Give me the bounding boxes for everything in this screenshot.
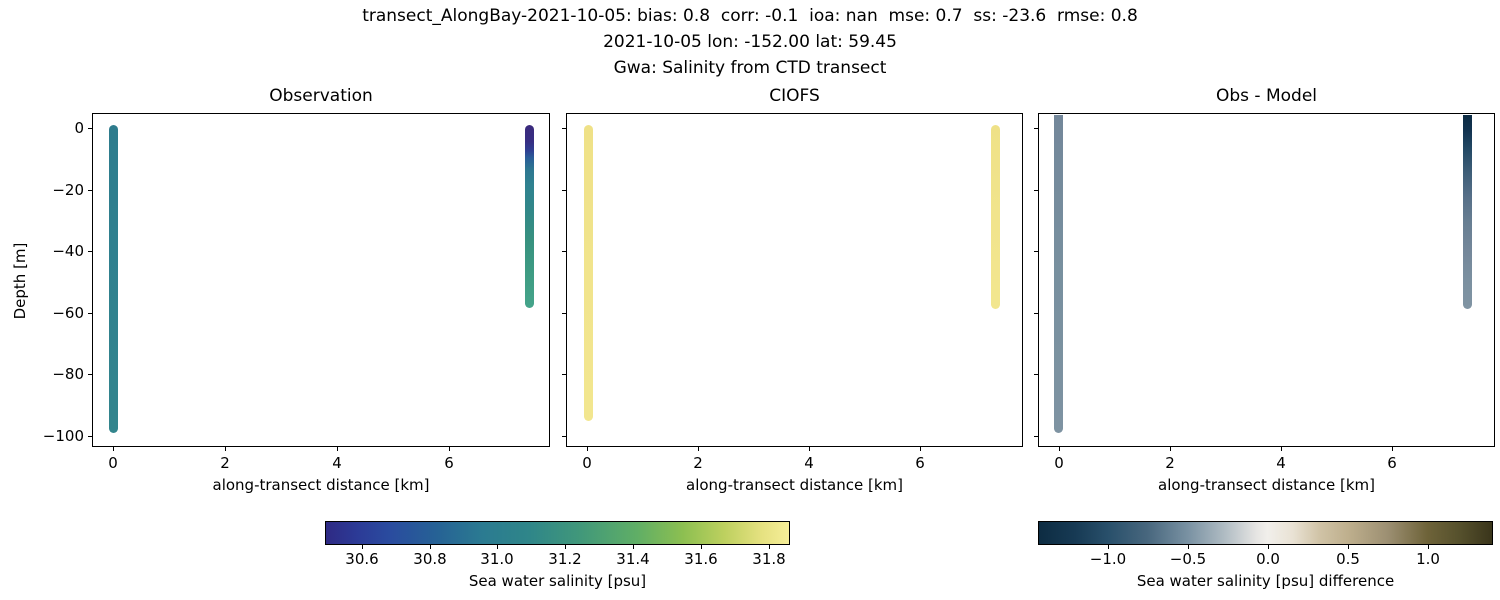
y-tick — [88, 190, 92, 191]
colorbar-tick — [1108, 545, 1109, 549]
colorbar-tick-label: −1.0 — [1089, 550, 1127, 568]
x-tick — [225, 447, 226, 451]
x-tick-label: 6 — [1387, 454, 1397, 472]
colorbar-tick-label: 0.0 — [1256, 550, 1280, 568]
model-profile-0km — [584, 125, 593, 421]
colorbar-tick — [430, 545, 431, 549]
colorbar-tick-label: −0.5 — [1169, 550, 1207, 568]
plot-obs-model — [1038, 113, 1495, 447]
diff-profile-0km — [1054, 115, 1063, 433]
colorbar-tick-label: 1.0 — [1416, 550, 1440, 568]
y-tick — [1034, 436, 1038, 437]
colorbar-salinity-caption: Sea water salinity [psu] — [468, 572, 647, 590]
colorbar-difference — [1038, 521, 1493, 545]
model-profile-7km — [991, 125, 1000, 309]
y-tick — [1034, 190, 1038, 191]
colorbar-tick-label: 31.2 — [548, 550, 582, 568]
x-tick-label: 2 — [693, 454, 703, 472]
x-tick — [920, 447, 921, 451]
x-tick — [1392, 447, 1393, 451]
y-tick — [562, 374, 566, 375]
y-tick — [562, 128, 566, 129]
x-tick — [1170, 447, 1171, 451]
y-tick-label: −40 — [52, 242, 84, 260]
colorbar-tick — [633, 545, 634, 549]
suptitle-line-3: Gwa: Salinity from CTD transect — [613, 58, 887, 78]
y-tick — [88, 436, 92, 437]
obs-profile-0km — [109, 125, 118, 433]
colorbar-tick — [1268, 545, 1269, 549]
colorbar-tick — [701, 545, 702, 549]
obs-profile-7km — [525, 125, 534, 308]
panel-title-ciofs: CIOFS — [769, 86, 820, 106]
y-tick — [1034, 251, 1038, 252]
y-tick — [1034, 313, 1038, 314]
colorbar-tick — [565, 545, 566, 549]
y-tick-label: −80 — [52, 365, 84, 383]
colorbar-tick-label: 31.8 — [752, 550, 786, 568]
x-tick — [449, 447, 450, 451]
colorbar-tick — [769, 545, 770, 549]
y-tick — [562, 251, 566, 252]
x-tick — [1281, 447, 1282, 451]
colorbar-tick-label: 30.6 — [345, 550, 379, 568]
x-tick-label: 2 — [1165, 454, 1175, 472]
colorbar-tick-label: 31.4 — [616, 550, 650, 568]
colorbar-tick-label: 30.8 — [413, 550, 447, 568]
suptitle-line-1: transect_AlongBay-2021-10-05: bias: 0.8 … — [362, 6, 1138, 26]
x-axis-label-obs-model: along-transect distance [km] — [1158, 476, 1375, 494]
x-axis-label-ciofs: along-transect distance [km] — [686, 476, 903, 494]
y-tick — [88, 313, 92, 314]
x-tick-label: 4 — [804, 454, 814, 472]
x-tick — [698, 447, 699, 451]
x-tick-label: 2 — [220, 454, 230, 472]
x-tick — [809, 447, 810, 451]
y-tick — [562, 190, 566, 191]
colorbar-tick — [1188, 545, 1189, 549]
x-axis-label-observation: along-transect distance [km] — [212, 476, 430, 494]
y-tick — [88, 128, 92, 129]
colorbar-tick — [362, 545, 363, 549]
colorbar-tick-label: 31.6 — [684, 550, 718, 568]
y-tick-label: 0 — [74, 119, 84, 137]
x-tick-label: 4 — [332, 454, 342, 472]
x-tick — [113, 447, 114, 451]
y-tick — [1034, 128, 1038, 129]
panel-title-observation: Observation — [269, 86, 373, 106]
x-tick — [1059, 447, 1060, 451]
colorbar-tick — [497, 545, 498, 549]
x-tick — [337, 447, 338, 451]
x-tick-label: 6 — [915, 454, 925, 472]
y-tick — [88, 251, 92, 252]
y-tick — [562, 436, 566, 437]
x-tick-label: 0 — [108, 454, 118, 472]
colorbar-difference-caption: Sea water salinity [psu] difference — [1136, 572, 1395, 590]
x-tick-label: 0 — [1054, 454, 1064, 472]
x-tick-label: 6 — [444, 454, 454, 472]
y-tick-label: −100 — [42, 427, 84, 445]
y-tick — [88, 374, 92, 375]
x-tick-label: 0 — [582, 454, 592, 472]
colorbar-tick-label: 31.0 — [480, 550, 514, 568]
plot-observation — [92, 113, 550, 447]
colorbar-tick — [1348, 545, 1349, 549]
diff-profile-7km — [1463, 115, 1472, 309]
suptitle-line-2: 2021-10-05 lon: -152.00 lat: 59.45 — [603, 32, 897, 52]
plot-ciofs — [566, 113, 1023, 447]
panel-title-obs-model: Obs - Model — [1215, 86, 1317, 106]
x-tick-label: 4 — [1276, 454, 1286, 472]
y-tick — [562, 313, 566, 314]
x-tick — [587, 447, 588, 451]
y-tick — [1034, 374, 1038, 375]
colorbar-tick — [1428, 545, 1429, 549]
y-tick-label: −60 — [52, 304, 84, 322]
y-tick-label: −20 — [52, 181, 84, 199]
colorbar-salinity — [325, 521, 790, 545]
colorbar-tick-label: 0.5 — [1336, 550, 1360, 568]
